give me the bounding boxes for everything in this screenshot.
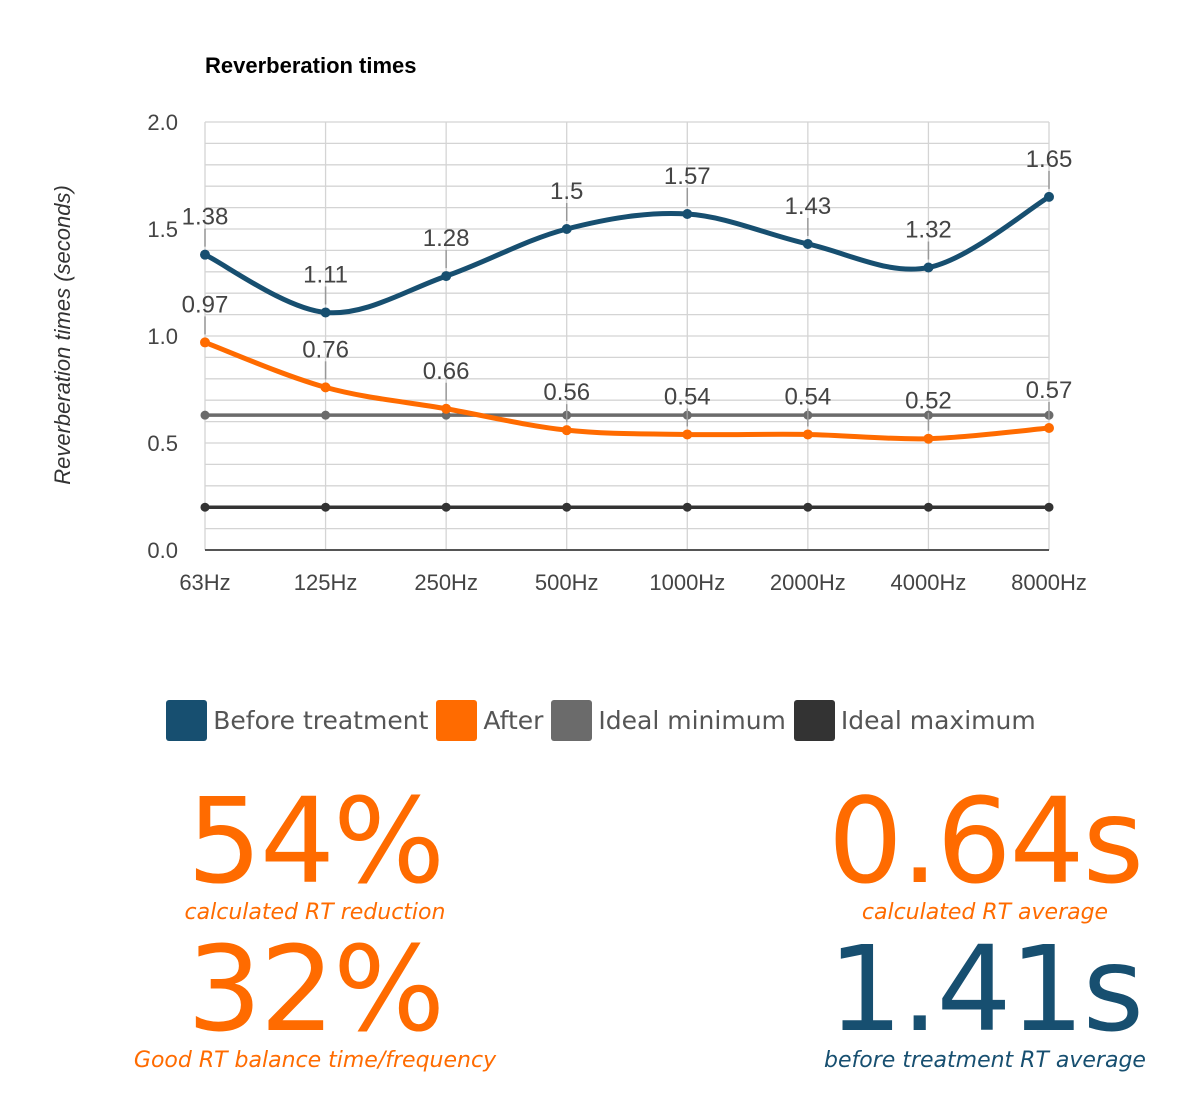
data-point-ideal-maximum <box>803 502 813 512</box>
data-label: 1.57 <box>664 163 711 190</box>
data-point-after <box>802 429 813 440</box>
y-tick-label: 2.0 <box>147 110 178 135</box>
x-tick-label: 63Hz <box>179 570 230 595</box>
stat-before-average-label: before treatment RT average <box>824 1048 1146 1073</box>
legend-label-ideal-max: Ideal maximum <box>840 705 1036 735</box>
data-point-after <box>561 425 572 436</box>
data-point-before-treatment <box>802 238 813 249</box>
x-tick-label: 8000Hz <box>1011 570 1087 595</box>
data-point-ideal-maximum <box>321 502 331 512</box>
series-line-after <box>202 339 1052 442</box>
stat-before-average-value: 1.41s <box>827 920 1144 1058</box>
x-tick-label: 500Hz <box>535 570 599 595</box>
data-point-ideal-maximum <box>682 502 692 512</box>
stat-balance: 32% Good RT balance time/frequency <box>110 930 520 1074</box>
reverberation-chart: 0.0 0.5 1.0 1.5 2.0 63Hz 125Hz 250Hz 500Hz 1000Hz… <box>50 53 1087 595</box>
legend-swatch-ideal-min <box>551 699 593 741</box>
data-label: 0.54 <box>784 383 831 410</box>
legend-label-ideal-min: Ideal minimum <box>598 705 786 735</box>
x-tick-label: 125Hz <box>294 570 358 595</box>
legend-label-before: Before treatment <box>213 705 429 735</box>
data-label: 0.76 <box>302 336 349 363</box>
legend-label-after: After <box>483 705 544 735</box>
data-label: 1.28 <box>423 225 470 252</box>
data-point-after <box>320 382 331 393</box>
data-point-before-treatment <box>923 262 934 273</box>
legend-swatch-before <box>166 699 208 741</box>
series <box>200 191 1054 512</box>
legend-swatch-after <box>436 699 478 741</box>
stat-rt-reduction-value: 54% <box>186 772 445 910</box>
stat-balance-value: 32% <box>186 920 445 1058</box>
chart-legend: Before treatment After Ideal minimum Ide… <box>0 699 1202 741</box>
data-point-after <box>200 337 210 348</box>
y-tick-label: 1.0 <box>147 324 178 349</box>
y-tick-label: 0.0 <box>147 538 178 563</box>
stat-before-average: 1.41s before treatment RT average <box>790 930 1180 1074</box>
data-point-before-treatment <box>441 271 452 282</box>
data-label: 1.43 <box>784 193 831 220</box>
series-line-before-treatment <box>202 194 1052 316</box>
chart-title: Reverberation times <box>205 53 417 78</box>
data-label: 0.57 <box>1026 377 1073 404</box>
legend-item-before[interactable]: Before treatment <box>166 699 429 741</box>
x-tick-label: 2000Hz <box>770 570 846 595</box>
x-tick-label: 250Hz <box>414 570 478 595</box>
data-point-ideal-maximum <box>562 502 572 512</box>
stat-rt-average-label: calculated RT average <box>861 900 1109 925</box>
data-label: 0.66 <box>423 358 470 385</box>
legend-item-after[interactable]: After <box>436 699 544 741</box>
data-label: 0.54 <box>664 383 711 410</box>
data-label: 1.5 <box>550 178 583 205</box>
axes: 0.0 0.5 1.0 1.5 2.0 63Hz 125Hz 250Hz 500Hz 1000Hz… <box>147 110 1087 595</box>
x-tick-label: 4000Hz <box>891 570 967 595</box>
data-point-ideal-minimum <box>321 410 331 420</box>
data-point-before-treatment <box>561 224 572 234</box>
data-point-after <box>682 429 693 440</box>
legend-item-ideal-max[interactable]: Ideal maximum <box>793 699 1036 741</box>
data-label: 1.11 <box>303 261 348 288</box>
data-point-ideal-maximum <box>1044 502 1054 512</box>
data-label: 0.56 <box>543 379 590 406</box>
grid <box>204 121 1050 551</box>
data-label: 1.65 <box>1026 146 1073 173</box>
stat-rt-reduction-label: calculated RT reduction <box>184 900 446 925</box>
data-label: 0.97 <box>182 291 229 318</box>
y-tick-label: 0.5 <box>147 431 178 456</box>
data-label: 1.38 <box>182 204 229 231</box>
data-point-after <box>923 433 934 444</box>
data-label: 0.52 <box>905 388 952 415</box>
legend-item-ideal-min[interactable]: Ideal minimum <box>551 699 786 741</box>
data-point-ideal-maximum <box>923 502 933 512</box>
data-point-after <box>441 403 452 414</box>
data-point-before-treatment <box>200 249 210 260</box>
x-tick-label: 1000Hz <box>649 570 725 595</box>
stat-balance-label: Good RT balance time/frequency <box>133 1048 497 1073</box>
data-labels: 1.38 1.11 1.28 1.5 1.57 1.43 1.32 1.65 0.97 0.76 0… <box>182 146 1073 431</box>
data-point-after <box>1044 423 1054 434</box>
stat-rt-reduction: 54% calculated RT reduction <box>130 782 500 926</box>
stat-rt-average: 0.64s calculated RT average <box>790 782 1180 926</box>
y-axis-label: Reverberation times (seconds) <box>50 185 75 485</box>
legend-swatch-ideal-max <box>793 699 835 741</box>
data-point-ideal-maximum <box>200 502 210 512</box>
y-tick-label: 1.5 <box>147 217 178 242</box>
data-label: 1.32 <box>905 217 952 244</box>
stat-rt-average-value: 0.64s <box>827 772 1144 910</box>
data-point-ideal-maximum <box>441 502 451 512</box>
data-point-ideal-minimum <box>200 410 210 420</box>
data-point-before-treatment <box>320 307 331 318</box>
data-point-before-treatment <box>1044 191 1054 202</box>
data-point-before-treatment <box>682 209 693 220</box>
